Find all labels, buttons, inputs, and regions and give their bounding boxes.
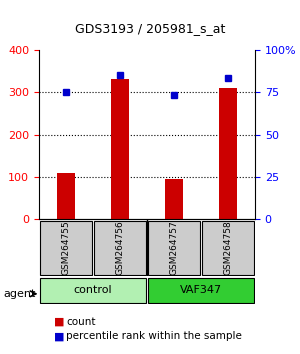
Text: percentile rank within the sample: percentile rank within the sample: [66, 331, 242, 341]
FancyBboxPatch shape: [40, 278, 146, 303]
Text: agent: agent: [3, 289, 35, 299]
Bar: [165, 179, 184, 219]
Text: GSM264757: GSM264757: [169, 221, 178, 275]
Text: GSM264758: GSM264758: [224, 221, 232, 275]
FancyBboxPatch shape: [148, 221, 200, 275]
Bar: [111, 79, 130, 219]
FancyBboxPatch shape: [148, 278, 254, 303]
Text: GSM264756: GSM264756: [116, 221, 124, 275]
FancyBboxPatch shape: [202, 221, 254, 275]
Text: count: count: [66, 317, 95, 327]
Text: ■: ■: [54, 317, 64, 327]
FancyBboxPatch shape: [40, 221, 92, 275]
Text: control: control: [74, 285, 112, 295]
Bar: [219, 88, 238, 219]
Text: ■: ■: [54, 331, 64, 341]
Text: GDS3193 / 205981_s_at: GDS3193 / 205981_s_at: [75, 22, 225, 35]
FancyBboxPatch shape: [94, 221, 146, 275]
Text: GSM264755: GSM264755: [61, 221, 70, 275]
Text: VAF347: VAF347: [180, 285, 222, 295]
Bar: [57, 173, 76, 219]
